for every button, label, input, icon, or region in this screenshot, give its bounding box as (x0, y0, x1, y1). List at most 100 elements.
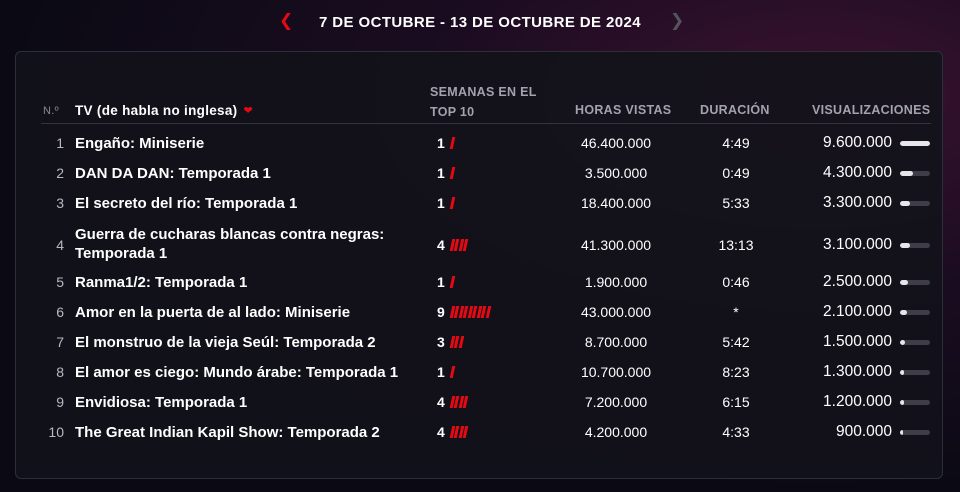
category-label: TV (de habla no inglesa) (75, 103, 238, 118)
weeks-count: 1 (437, 364, 445, 380)
row-duration: 4:49 (722, 135, 750, 151)
row-rank: 7 (56, 334, 64, 350)
row-weeks: 1 (437, 165, 456, 181)
weeks-count: 1 (437, 135, 445, 151)
header-divider (41, 123, 931, 124)
row-duration: 8:23 (722, 364, 750, 380)
row-views: 2.500.000 (823, 273, 892, 290)
chevron-down-icon: ❤ (243, 105, 254, 117)
table-row[interactable]: 2 DAN DA DAN: Temporada 1 1 3.500.000 0:49 4.… (16, 161, 944, 185)
row-views: 9.600.000 (823, 134, 892, 151)
row-weeks: 1 (437, 135, 456, 151)
row-duration: 4:33 (722, 424, 750, 440)
views-bar-fill (900, 201, 911, 206)
table-row[interactable]: 1 Engaño: Miniserie 1 46.400.000 4:49 9.600.0… (16, 131, 944, 155)
row-duration: 5:42 (722, 334, 750, 350)
row-weeks: 4 (437, 237, 469, 253)
views-bar (900, 430, 930, 435)
weeks-count: 1 (437, 274, 445, 290)
weeks-bars (449, 197, 456, 209)
row-duration: 0:46 (722, 274, 750, 290)
table-row[interactable]: 5 Ranma1/2: Temporada 1 1 1.900.000 0:46 2.50… (16, 270, 944, 294)
row-title[interactable]: DAN DA DAN: Temporada 1 (75, 165, 271, 182)
category-selector[interactable]: TV (de habla no inglesa) ❤ (75, 103, 253, 118)
table-row[interactable]: 4 Guerra de cucharas blancas contra negra… (16, 225, 944, 263)
views-bar-fill (900, 370, 905, 375)
chevron-left-icon[interactable]: ❮ (279, 11, 294, 30)
views-bar (900, 141, 930, 146)
weeks-bars (449, 239, 469, 251)
week-bar (463, 396, 469, 408)
row-title[interactable]: Guerra de cucharas blancas contra negras… (75, 226, 385, 262)
table-row[interactable]: 9 Envidiosa: Temporada 1 4 7.200.000 6:15 1.2… (16, 390, 944, 414)
weeks-count: 4 (437, 237, 445, 253)
table-row[interactable]: 6 Amor en la puerta de al lado: Miniserie… (16, 300, 944, 324)
row-rank: 1 (56, 135, 64, 151)
table-row[interactable]: 3 El secreto del río: Temporada 1 1 18.400.… (16, 191, 944, 215)
row-views: 1.500.000 (823, 333, 892, 350)
views-bar-fill (900, 340, 905, 345)
row-rank: 5 (56, 274, 64, 290)
weeks-bars (449, 276, 456, 288)
weeks-count: 4 (437, 424, 445, 440)
week-bar (449, 137, 456, 149)
row-title[interactable]: Envidiosa: Temporada 1 (75, 394, 248, 411)
table-row[interactable]: 10 The Great Indian Kapil Show: Temporada… (16, 420, 944, 444)
views-bar (900, 171, 930, 176)
row-weeks: 4 (437, 394, 469, 410)
row-rank: 4 (56, 237, 64, 253)
chevron-right-icon[interactable]: ❯ (670, 11, 685, 30)
row-title[interactable]: El amor es ciego: Mundo árabe: Temporada… (75, 364, 399, 381)
row-title[interactable]: El secreto del río: Temporada 1 (75, 195, 298, 212)
week-bar (449, 366, 456, 378)
weeks-count: 9 (437, 304, 445, 320)
row-title[interactable]: The Great Indian Kapil Show: Temporada 2 (75, 424, 380, 441)
weeks-bars (449, 167, 456, 179)
views-bar (900, 310, 930, 315)
duration-header: DURACIÓN (700, 103, 770, 117)
views-bar (900, 340, 930, 345)
row-hours: 46.400.000 (580, 135, 652, 151)
row-weeks: 1 (437, 274, 456, 290)
row-views: 1.200.000 (823, 393, 892, 410)
weeks-bars (449, 306, 492, 318)
row-duration: 5:33 (722, 195, 750, 211)
row-rank: 10 (48, 424, 64, 440)
views-bar-fill (900, 430, 903, 435)
week-navigator: ❮ 7 DE OCTUBRE - 13 DE OCTUBRE DE 2024 ❯ (0, 0, 960, 44)
row-rank: 3 (56, 195, 64, 211)
week-bar (449, 167, 456, 179)
row-weeks: 9 (437, 304, 492, 320)
weeks-bars (449, 137, 456, 149)
week-bar (449, 197, 456, 209)
row-duration: 0:49 (722, 165, 750, 181)
row-title[interactable]: Ranma1/2: Temporada 1 (75, 274, 248, 291)
weeks-count: 1 (437, 195, 445, 211)
table-row[interactable]: 8 El amor es ciego: Mundo árabe: Temporad… (16, 360, 944, 384)
weeks-bars (449, 396, 469, 408)
table-row[interactable]: 7 El monstruo de la vieja Seúl: Temporada… (16, 330, 944, 354)
row-hours: 1.900.000 (584, 274, 648, 290)
row-hours: 10.700.000 (580, 364, 652, 380)
views-header: VISUALIZACIONES (812, 103, 931, 117)
views-bar (900, 280, 930, 285)
week-bar (463, 426, 469, 438)
row-title[interactable]: Engaño: Miniserie (75, 135, 205, 152)
row-views: 2.100.000 (823, 303, 892, 320)
row-hours: 4.200.000 (584, 424, 648, 440)
row-rank: 6 (56, 304, 64, 320)
row-title[interactable]: Amor en la puerta de al lado: Miniserie (75, 304, 351, 321)
row-views: 4.300.000 (823, 164, 892, 181)
week-bar (449, 276, 456, 288)
views-bar (900, 400, 930, 405)
row-weeks: 3 (437, 334, 465, 350)
views-bar (900, 243, 930, 248)
row-views: 3.100.000 (823, 236, 892, 253)
row-title[interactable]: El monstruo de la vieja Seúl: Temporada … (75, 334, 376, 351)
weeks-count: 1 (437, 165, 445, 181)
top10-table: N.º TV (de habla no inglesa) ❤ SEMANAS E… (15, 51, 943, 479)
row-hours: 7.200.000 (584, 394, 648, 410)
hours-header: HORAS VISTAS (575, 103, 672, 117)
row-rank: 2 (56, 165, 64, 181)
row-views: 3.300.000 (823, 194, 892, 211)
